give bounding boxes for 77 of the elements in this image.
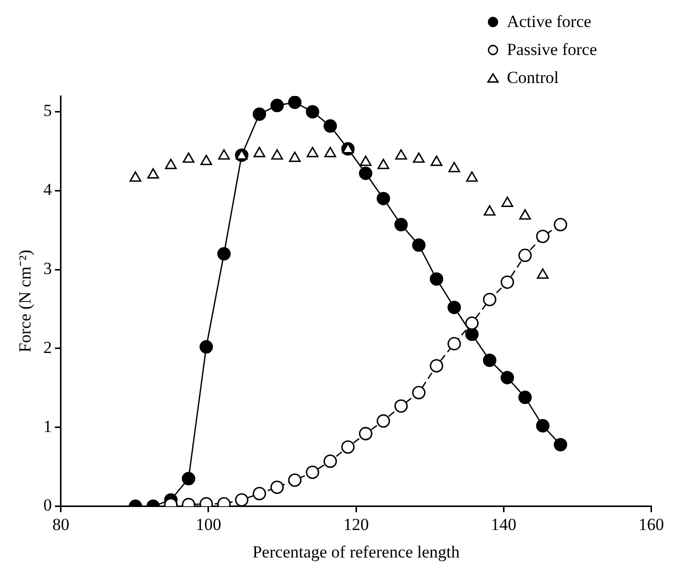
x-tick-label: 80 <box>52 514 70 534</box>
point <box>358 426 372 440</box>
point <box>306 466 320 479</box>
point <box>376 414 390 428</box>
point <box>465 316 479 330</box>
point <box>306 146 318 158</box>
legend-label: Passive force <box>506 40 597 60</box>
point <box>536 230 550 244</box>
x-tick-label: 140 <box>490 514 516 534</box>
point <box>306 105 320 118</box>
point <box>288 473 302 487</box>
point <box>394 399 408 413</box>
point <box>200 154 212 166</box>
point <box>324 119 337 133</box>
point <box>252 107 266 121</box>
point <box>252 486 266 500</box>
point <box>254 146 266 158</box>
point <box>324 454 337 468</box>
point <box>518 390 532 404</box>
point <box>412 386 426 400</box>
point <box>536 268 549 279</box>
point <box>448 300 461 314</box>
point <box>465 328 479 341</box>
point <box>412 152 425 163</box>
point <box>234 493 248 506</box>
point <box>430 272 444 286</box>
y-axis-title: Force (N cm⁻²) <box>16 250 35 352</box>
x-tick-label: 160 <box>638 514 664 534</box>
y-tick-label: 3 <box>43 259 52 278</box>
point <box>360 156 372 166</box>
point <box>182 152 194 163</box>
point <box>554 438 568 452</box>
y-tick-label: 1 <box>43 416 52 436</box>
point <box>288 152 301 162</box>
point <box>324 146 336 158</box>
y-tick-label: 0 <box>43 496 52 515</box>
point <box>217 247 231 260</box>
y-tick-label: 4 <box>43 180 52 200</box>
point <box>376 192 390 206</box>
point <box>358 166 372 180</box>
point <box>341 440 355 454</box>
point <box>500 275 514 289</box>
point <box>500 370 514 384</box>
point <box>164 158 177 170</box>
point <box>466 171 478 182</box>
y-tick-label: 5 <box>43 101 52 120</box>
x-tick-label: 100 <box>196 514 222 534</box>
point <box>519 209 531 220</box>
point <box>501 196 514 207</box>
point <box>395 149 407 160</box>
x-tick-label: 120 <box>343 514 369 534</box>
point <box>271 149 284 160</box>
point <box>200 340 213 354</box>
point <box>412 238 426 252</box>
point <box>270 98 284 112</box>
point <box>270 480 284 494</box>
point <box>430 359 444 372</box>
point <box>430 156 442 166</box>
point <box>448 162 460 172</box>
point <box>484 205 496 216</box>
point <box>130 171 142 182</box>
point <box>448 337 461 350</box>
legend-label: Active force <box>506 12 592 32</box>
point <box>377 158 390 170</box>
x-axis-title: Percentage of reference length <box>252 542 460 562</box>
point <box>394 218 408 232</box>
point <box>554 218 568 232</box>
point <box>147 168 160 179</box>
point <box>482 354 496 367</box>
point <box>342 142 354 154</box>
point <box>536 419 550 432</box>
point <box>482 292 496 306</box>
point <box>182 472 196 486</box>
point <box>518 248 532 262</box>
legend-label: Control <box>506 68 559 88</box>
point <box>218 149 230 160</box>
y-tick-label: 2 <box>43 338 52 357</box>
